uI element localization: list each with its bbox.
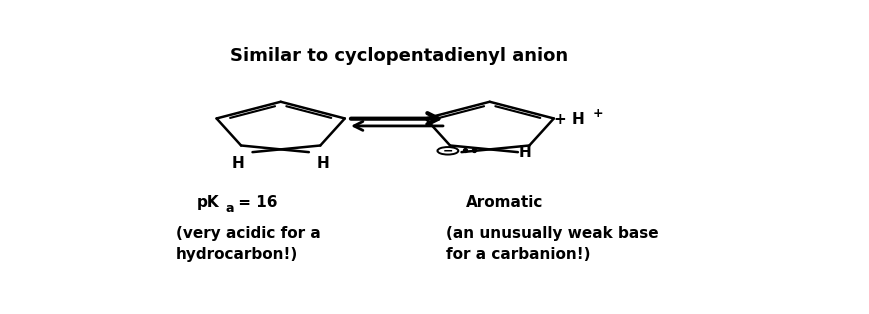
Text: pK: pK [196, 195, 219, 209]
Text: (an unusually weak base
for a carbanion!): (an unusually weak base for a carbanion!… [446, 226, 658, 262]
Text: H: H [231, 156, 244, 171]
Text: H: H [518, 144, 531, 160]
Text: a: a [225, 202, 234, 215]
Text: + H: + H [553, 112, 584, 127]
Text: −: − [442, 144, 453, 157]
Text: (very acidic for a
hydrocarbon!): (very acidic for a hydrocarbon!) [176, 226, 321, 262]
Text: Similar to cyclopentadienyl anion: Similar to cyclopentadienyl anion [229, 47, 567, 65]
Text: H: H [316, 156, 329, 171]
Text: +: + [592, 107, 603, 120]
Text: Aromatic: Aromatic [466, 195, 543, 209]
Text: = 16: = 16 [233, 195, 278, 209]
